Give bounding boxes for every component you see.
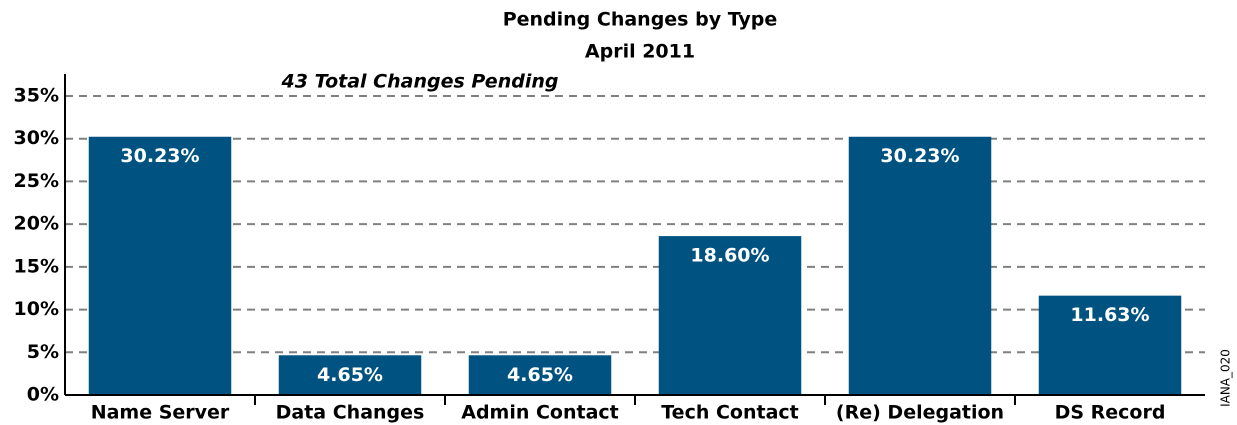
y-tick-label: 35% [14,85,59,107]
x-tick-label: Name Server [91,402,230,424]
value-label: 11.63% [1070,304,1149,326]
x-tick-label: (Re) Delegation [836,402,1004,424]
y-tick-label: 30% [14,127,59,149]
value-label: 4.65% [317,364,383,386]
value-label: 30.23% [880,145,959,167]
y-tick-label: 25% [14,170,59,192]
x-tick-label: Admin Contact [461,402,619,424]
bar [1038,295,1182,395]
chart-subtitle: April 2011 [585,41,695,63]
y-tick-label: 10% [14,298,59,320]
chart-title: Pending Changes by Type [503,9,778,31]
x-tick-label: Data Changes [276,402,425,424]
x-tick-label: DS Record [1055,402,1166,424]
y-tick-label: 0% [27,384,59,406]
side-note: IANA_020 [1219,349,1233,407]
y-tick-label: 5% [27,341,59,363]
value-label: 30.23% [120,145,199,167]
bar [468,355,612,395]
annotation: 43 Total Changes Pending [281,71,559,93]
bar [88,136,232,395]
y-tick-label: 15% [14,255,59,277]
bar [658,236,802,395]
y-tick-label: 20% [14,213,59,235]
bar [278,355,422,395]
value-label: 18.60% [690,245,769,267]
value-label: 4.65% [507,364,573,386]
bar [848,136,992,395]
x-tick-label: Tech Contact [661,402,799,424]
